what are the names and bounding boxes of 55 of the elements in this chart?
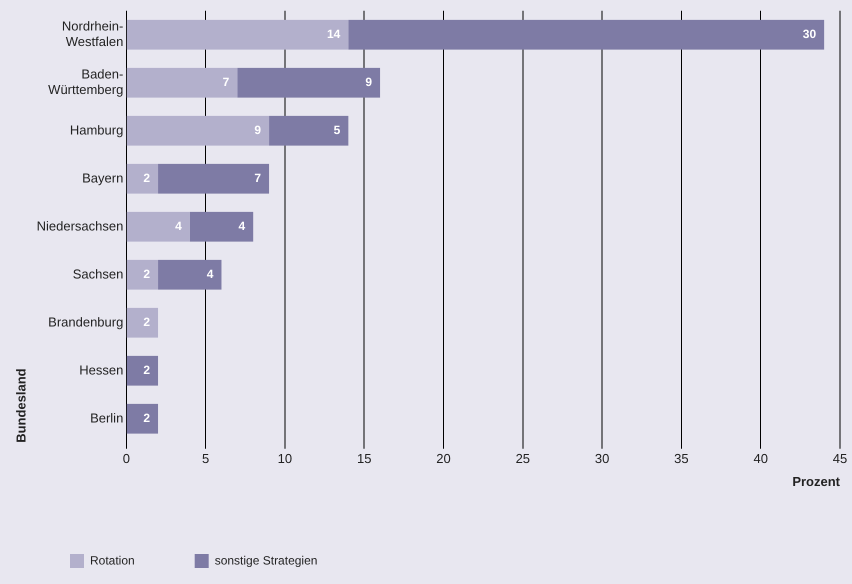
- y-tick-label: Hessen: [79, 362, 124, 378]
- x-tick-label: 30: [594, 451, 610, 466]
- data-label: 30: [802, 27, 816, 42]
- data-label: 4: [206, 267, 214, 282]
- y-tick-label: Niedersachsen: [36, 218, 124, 234]
- y-axis-title: Bundesland: [13, 368, 28, 443]
- x-tick-label: 35: [674, 451, 689, 466]
- bar: [126, 164, 158, 194]
- data-label: 5: [334, 123, 341, 138]
- category-label: Baden-: [81, 66, 124, 82]
- data-label: 9: [254, 123, 262, 138]
- bar: [126, 308, 158, 338]
- data-label: 7: [254, 171, 262, 186]
- y-tick-label: Brandenburg: [48, 314, 124, 330]
- x-tick-label: 15: [356, 451, 372, 466]
- bar: [126, 116, 270, 146]
- data-label: 2: [143, 267, 150, 282]
- x-axis-title: Prozent: [792, 474, 841, 489]
- legend-label: sonstige Strategien: [214, 553, 318, 568]
- category-label: Nordrhein-: [62, 18, 124, 34]
- bar: [348, 20, 824, 50]
- bar: [126, 404, 158, 434]
- x-tick-label: 0: [122, 451, 130, 466]
- x-tick-label: 20: [436, 451, 451, 466]
- data-label: 2: [143, 171, 150, 186]
- bar: [190, 212, 254, 242]
- data-label: 2: [143, 315, 150, 330]
- data-label: 14: [326, 27, 341, 42]
- bar: [126, 20, 348, 50]
- y-tick-label: Sachsen: [72, 266, 124, 282]
- bar: [237, 68, 380, 98]
- bar: [126, 212, 190, 242]
- data-label: 7: [222, 75, 230, 90]
- bar: [126, 356, 158, 386]
- data-label: 4: [238, 219, 246, 234]
- y-tick-label: Hamburg: [70, 122, 124, 138]
- legend-label: Rotation: [90, 553, 135, 568]
- x-tick-label: 25: [516, 451, 530, 466]
- x-tick-label: 10: [278, 451, 292, 466]
- bar: [269, 116, 348, 146]
- category-label: Westfalen: [66, 34, 124, 50]
- data-label: 9: [365, 75, 372, 90]
- bar: [158, 260, 222, 290]
- data-label: 2: [143, 411, 150, 426]
- category-label: Württemberg: [48, 82, 124, 98]
- y-tick-label: Bayern: [82, 170, 124, 186]
- data-label: 2: [143, 363, 150, 378]
- bar: [126, 68, 238, 98]
- bar: [126, 260, 158, 290]
- y-tick-label: Berlin: [90, 410, 124, 426]
- x-tick-label: 40: [753, 451, 768, 466]
- x-tick-label: 45: [832, 451, 848, 466]
- data-label: 4: [175, 219, 182, 234]
- x-tick-label: 5: [202, 451, 210, 466]
- bar: [158, 164, 270, 194]
